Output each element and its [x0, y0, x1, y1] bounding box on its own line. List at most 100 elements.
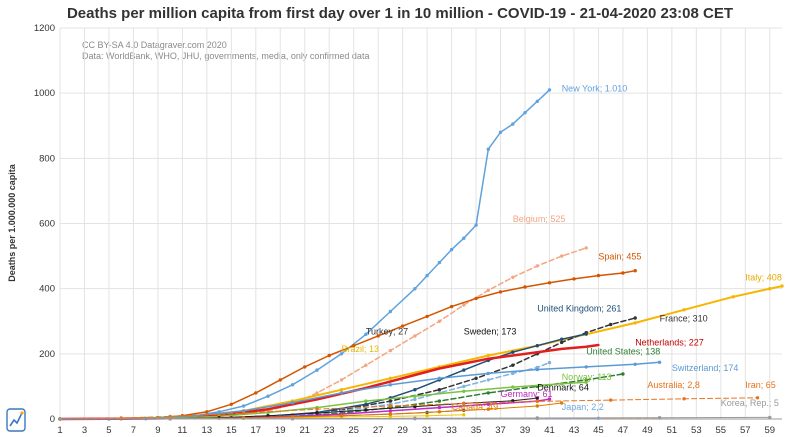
data-point-new-york: [413, 287, 417, 291]
data-point-canada: [486, 407, 490, 411]
x-tick-label: 43: [569, 425, 580, 436]
data-point-spain: [278, 378, 282, 382]
x-tick-label: 33: [446, 425, 457, 436]
data-point-new-york: [511, 122, 515, 126]
x-tick-label: 29: [397, 425, 408, 436]
data-point-belgium: [339, 378, 344, 382]
data-point-canada: [437, 410, 442, 414]
data-point-spain: [303, 365, 307, 369]
series-label: Brazil; 13: [342, 344, 380, 354]
data-point-denmark: [535, 396, 539, 400]
data-point-belgium: [486, 288, 490, 292]
data-point-korea-rep: [290, 417, 295, 421]
data-point-norway: [462, 389, 466, 393]
series-label: Japan; 2,2: [562, 402, 604, 412]
data-point-norway: [584, 380, 588, 384]
data-point-new-york: [364, 332, 368, 336]
series-labels: New York; 1.010 Belgium; 525 Spain; 455 Ita…: [342, 84, 782, 412]
y-axis-label: Deaths per 1.000.000 capita: [7, 163, 17, 282]
data-point-switzerland: [437, 376, 442, 380]
x-tick-label: 35: [471, 425, 482, 436]
data-point-france: [633, 316, 637, 320]
data-point-germany: [388, 409, 393, 413]
data-point-united-states: [621, 372, 625, 376]
data-point-united-kingdom: [584, 332, 588, 336]
x-tick-label: 7: [131, 425, 136, 436]
x-tick-label: 21: [299, 425, 310, 436]
data-point-switzerland: [657, 360, 662, 364]
data-point-spain: [572, 277, 576, 281]
data-point-new-york: [315, 368, 319, 372]
x-tick-label: 1: [57, 425, 62, 436]
data-point-italy: [388, 376, 393, 380]
data-point-iran: [682, 397, 686, 401]
data-point-norway: [364, 399, 368, 403]
data-point-new-york: [535, 99, 539, 104]
grid-lines: [59, 27, 782, 420]
data-point-belgium: [364, 363, 368, 367]
data-point-new-york: [425, 273, 429, 278]
data-point-united-kingdom: [462, 368, 466, 372]
data-point-new-york: [437, 260, 442, 265]
data-point-new-york: [523, 111, 527, 115]
series-line-italy: [59, 285, 783, 420]
data-point-belgium: [560, 254, 564, 258]
data-point-new-york: [290, 383, 295, 387]
data-point-spain: [498, 290, 503, 294]
series-label: Spain; 455: [598, 251, 641, 261]
data-point-spain: [327, 353, 331, 358]
data-point-belgium: [315, 391, 319, 395]
x-tick-label: 9: [155, 425, 160, 436]
data-point-korea-rep: [535, 416, 539, 420]
series-label: Belgium; 525: [513, 214, 566, 224]
data-point-switzerland: [486, 371, 490, 376]
series-lines: [58, 88, 784, 421]
data-point-korea-rep: [413, 416, 417, 420]
series-label: Turkey; 27: [366, 326, 408, 336]
x-tick-label: 57: [740, 425, 751, 436]
data-point-france: [437, 388, 442, 392]
data-point-united-states: [437, 399, 442, 403]
y-tick-label: 400: [39, 284, 55, 295]
data-point-belgium: [388, 348, 393, 353]
data-point-spain: [633, 269, 637, 273]
data-point-united-states: [486, 391, 490, 395]
data-point-norway: [413, 394, 417, 398]
x-tick-label: 55: [716, 425, 727, 436]
data-point-spain: [229, 402, 233, 406]
data-point-new-york: [547, 88, 552, 92]
data-point-iran: [315, 407, 319, 411]
chart-title: Deaths per million capita from first day…: [67, 5, 733, 22]
data-point-new-york: [339, 352, 344, 356]
data-point-spain: [621, 271, 625, 275]
data-point-switzerland: [388, 383, 393, 387]
data-point-new-york: [462, 236, 466, 240]
data-point-france: [511, 363, 515, 367]
data-point-new-york: [388, 309, 393, 314]
data-point-belgium: [511, 275, 515, 279]
data-point-switzerland: [192, 414, 197, 418]
series-label: United States; 138: [586, 347, 660, 357]
data-point-united-kingdom: [560, 337, 564, 341]
data-point-canada: [339, 414, 344, 418]
data-point-sweden: [413, 397, 417, 402]
x-tick-label: 5: [106, 425, 111, 436]
x-tick-label: 49: [642, 425, 653, 436]
series-label: Italy; 408: [745, 273, 782, 283]
series-label: Denmark; 64: [537, 382, 589, 392]
data-point-italy: [486, 353, 490, 358]
data-point-switzerland: [290, 401, 295, 405]
data-point-new-york: [449, 247, 454, 252]
series-label: Netherlands; 227: [635, 338, 704, 348]
data-point-belgium: [413, 334, 417, 338]
data-point-italy: [768, 287, 772, 291]
data-point-sweden: [511, 371, 515, 376]
data-point-switzerland: [633, 362, 637, 366]
y-tick-label: 200: [39, 349, 55, 360]
x-tick-label: 51: [667, 425, 678, 436]
y-tick-label: 1000: [34, 88, 55, 99]
data-point-germany: [547, 397, 552, 401]
data-point-brazil: [425, 414, 429, 418]
data-point-iran: [168, 414, 172, 419]
data-point-spain: [400, 324, 405, 328]
